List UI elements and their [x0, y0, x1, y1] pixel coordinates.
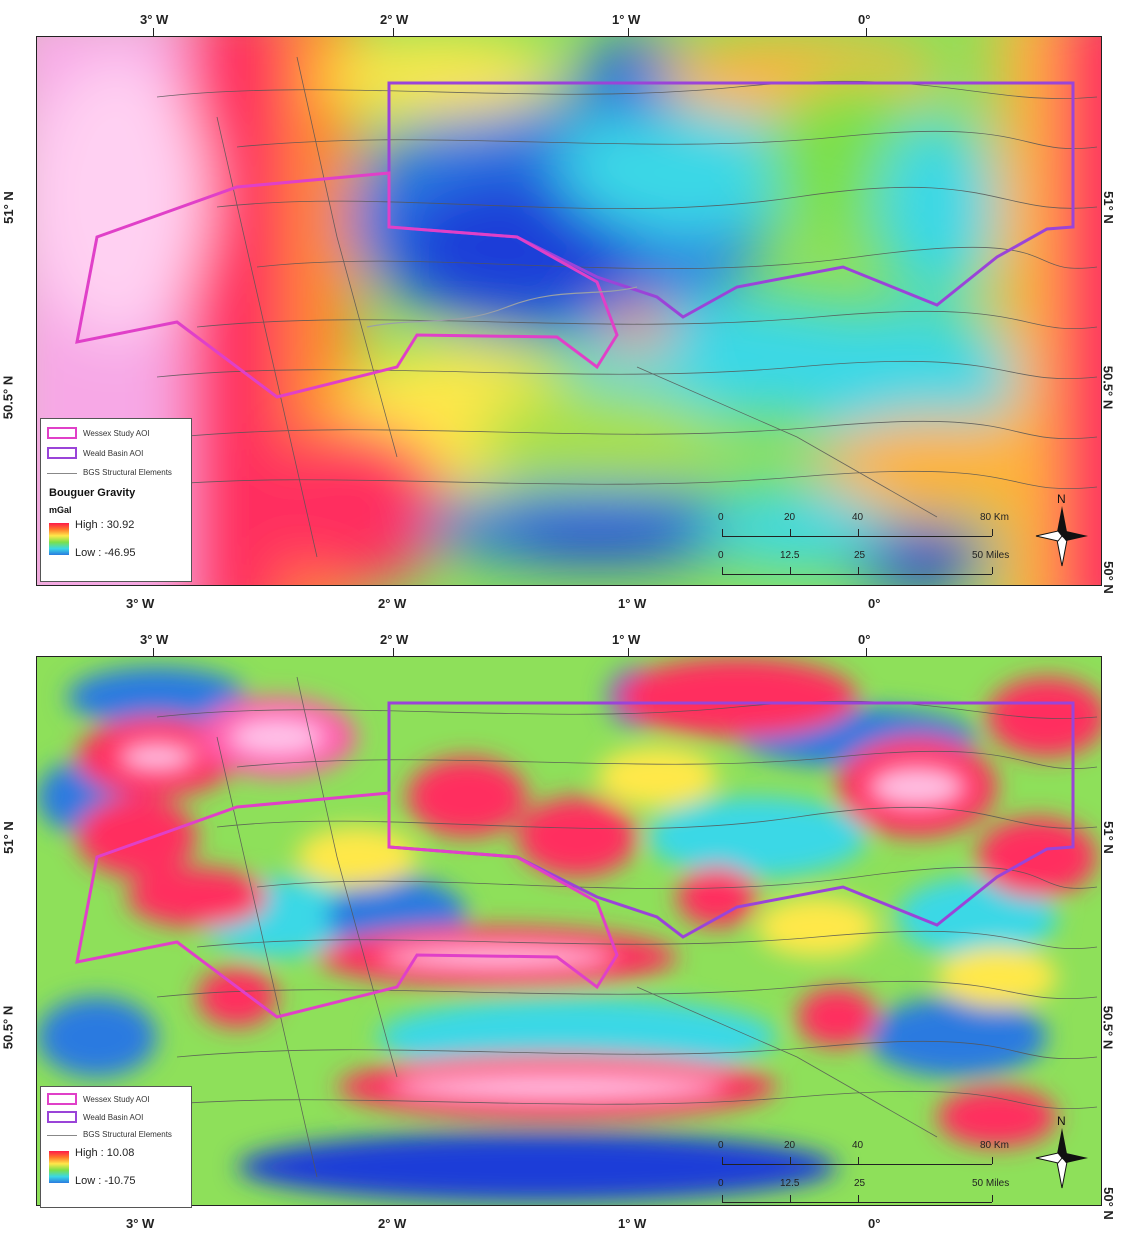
left-lat-label-50-5n-b: 50.5° N	[0, 1005, 16, 1050]
bottom-lon-label-2w-b: 2° W	[378, 1216, 407, 1231]
top-lon-label-3w: 3° W	[140, 12, 169, 27]
top-lon-label-2w-b: 2° W	[380, 632, 409, 647]
scale-km-80-b: 80 Km	[980, 1140, 1009, 1151]
scale-km-40-b: 40	[852, 1140, 864, 1151]
color-ramp	[49, 523, 69, 555]
legend-title: Bouguer Gravity	[49, 487, 136, 499]
top-lon-label-0: 0°	[858, 12, 871, 27]
residual-legend: Wessex Study AOI Weald Basin AOI BGS Str…	[40, 1086, 192, 1208]
scale-km-40: 40	[852, 512, 864, 523]
bottom-lon-label-1w: 1° W	[618, 596, 647, 611]
residual-gravity-panel: 3° W 2° W 1° W 0° 3° W 2° W 1° W 0° 51° …	[0, 620, 1126, 1240]
bottom-lon-label-3w: 3° W	[126, 596, 155, 611]
scale-bar-b: 0 20 40 80 Km 0 12.5 25 50 Miles	[718, 1140, 1010, 1210]
scale-bar: 0 20 40 80 Km 0 12.5 25 50 Miles	[718, 512, 1010, 582]
legend-high-label-b: High : 10.08	[75, 1147, 135, 1159]
north-arrow-icon: N	[1032, 492, 1092, 567]
top-lon-label-0-b: 0°	[858, 632, 871, 647]
scale-mi-12-5: 12.5	[780, 550, 800, 561]
bottom-lon-label-3w-b: 3° W	[126, 1216, 155, 1231]
weald-aoi-label-b: Weald Basin AOI	[83, 1113, 144, 1122]
color-ramp-b	[49, 1151, 69, 1183]
wessex-aoi-label-b: Wessex Study AOI	[83, 1095, 150, 1104]
right-lat-label-51n: 51° N	[1100, 191, 1116, 224]
north-label-b: N	[1057, 1114, 1066, 1128]
weald-aoi-label: Weald Basin AOI	[83, 449, 144, 458]
top-lon-label-1w: 1° W	[612, 12, 641, 27]
right-lat-label-50-5n: 50.5° N	[1100, 365, 1116, 410]
scale-mi-25-b: 25	[854, 1178, 866, 1189]
left-lat-label-51n-b: 51° N	[0, 821, 16, 854]
left-lat-label-50-5n: 50.5° N	[0, 375, 16, 420]
scale-km-20: 20	[784, 512, 796, 523]
legend-high-label: High : 30.92	[75, 519, 135, 531]
left-lat-label-51n: 51° N	[0, 191, 16, 224]
right-lat-label-50n-b: 50° N	[1100, 1187, 1116, 1220]
north-label: N	[1057, 492, 1066, 506]
weald-aoi-swatch	[47, 447, 77, 459]
bouguer-gravity-map[interactable]	[36, 36, 1102, 586]
scale-km-20-b: 20	[784, 1140, 796, 1151]
right-lat-label-51n-b: 51° N	[1100, 821, 1116, 854]
residual-gravity-map[interactable]	[36, 656, 1102, 1206]
structural-label: BGS Structural Elements	[83, 468, 172, 477]
bottom-lon-label-0: 0°	[868, 596, 881, 611]
wessex-aoi-swatch-b	[47, 1093, 77, 1105]
scale-km-80: 80 Km	[980, 512, 1009, 523]
structural-label-b: BGS Structural Elements	[83, 1130, 172, 1139]
structural-line-swatch	[47, 473, 77, 474]
scale-mi-50: 50 Miles	[972, 550, 1010, 561]
scale-mi-50-b: 50 Miles	[972, 1178, 1010, 1189]
legend-low-label-b: Low : -10.75	[75, 1175, 136, 1187]
legend-low-label: Low : -46.95	[75, 547, 136, 559]
top-lon-label-3w-b: 3° W	[140, 632, 169, 647]
bottom-lon-label-1w-b: 1° W	[618, 1216, 647, 1231]
scale-km-0: 0	[718, 512, 724, 523]
scale-km-0-b: 0	[718, 1140, 724, 1151]
scale-mi-0: 0	[718, 550, 724, 561]
bottom-lon-label-0-b: 0°	[868, 1216, 881, 1231]
right-lat-label-50-5n-b: 50.5° N	[1100, 1005, 1116, 1050]
top-lon-label-1w-b: 1° W	[612, 632, 641, 647]
wessex-aoi-label: Wessex Study AOI	[83, 429, 150, 438]
bottom-lon-label-2w: 2° W	[378, 596, 407, 611]
structural-line-swatch-b	[47, 1135, 77, 1136]
legend-unit: mGal	[49, 505, 72, 515]
weald-aoi-swatch-b	[47, 1111, 77, 1123]
scale-mi-25: 25	[854, 550, 866, 561]
bouguer-gravity-panel: 3° W 2° W 1° W 0° 3° W 2° W 1° W 0° 51° …	[0, 12, 1116, 611]
scale-mi-0-b: 0	[718, 1178, 724, 1189]
right-lat-label-50n: 50° N	[1100, 561, 1116, 594]
bouguer-legend: Wessex Study AOI Weald Basin AOI BGS Str…	[40, 418, 192, 582]
north-arrow-icon-b: N	[1032, 1114, 1092, 1189]
wessex-aoi-swatch	[47, 427, 77, 439]
scale-mi-12-5-b: 12.5	[780, 1178, 800, 1189]
top-lon-label-2w: 2° W	[380, 12, 409, 27]
